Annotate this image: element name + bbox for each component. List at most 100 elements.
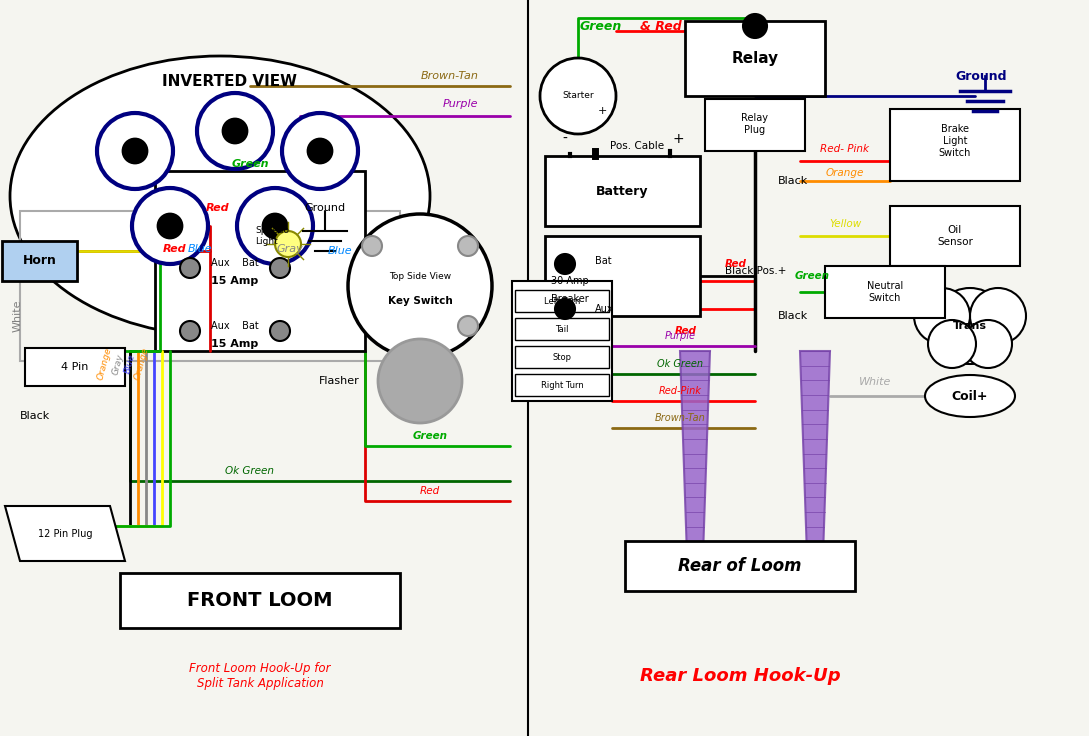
Text: +: + — [672, 132, 684, 146]
Text: Ground: Ground — [305, 203, 345, 213]
Text: FRONT LOOM: FRONT LOOM — [187, 592, 333, 610]
Circle shape — [237, 188, 313, 264]
Text: Ok Green: Ok Green — [225, 466, 274, 476]
Text: Rear of Loom: Rear of Loom — [678, 557, 802, 575]
Text: Key Switch: Key Switch — [388, 296, 452, 306]
Text: Top Side View: Top Side View — [389, 272, 451, 280]
Text: -: - — [563, 132, 567, 146]
Text: Blue: Blue — [328, 246, 353, 256]
Circle shape — [964, 320, 1012, 368]
Circle shape — [378, 339, 462, 423]
Text: Stop: Stop — [552, 353, 572, 361]
Text: Speedo
Light: Speedo Light — [255, 226, 289, 246]
Text: Front Loom Hook-Up for
Split Tank Application: Front Loom Hook-Up for Split Tank Applic… — [189, 662, 331, 690]
Circle shape — [928, 320, 976, 368]
Circle shape — [555, 254, 575, 274]
Text: Brake
Light
Switch: Brake Light Switch — [939, 124, 971, 158]
Text: 15 Amp: 15 Amp — [211, 276, 258, 286]
Text: Rear Loom Hook-Up: Rear Loom Hook-Up — [639, 667, 841, 685]
Text: Black: Black — [20, 411, 50, 421]
Text: Right Turn: Right Turn — [540, 381, 584, 389]
FancyBboxPatch shape — [25, 348, 125, 386]
Text: Red: Red — [420, 486, 440, 496]
Text: Trans: Trans — [953, 321, 987, 331]
Text: Ok Green: Ok Green — [657, 359, 703, 369]
FancyBboxPatch shape — [515, 374, 609, 396]
Text: Red-Pink: Red-Pink — [659, 386, 701, 396]
Circle shape — [540, 58, 616, 134]
Circle shape — [264, 214, 287, 238]
FancyBboxPatch shape — [120, 573, 400, 628]
Text: Blue: Blue — [123, 353, 137, 375]
FancyBboxPatch shape — [825, 266, 945, 318]
FancyBboxPatch shape — [515, 318, 609, 340]
Text: Oil
Sensor: Oil Sensor — [937, 225, 972, 247]
Text: Red- Pink: Red- Pink — [820, 144, 869, 154]
Text: Gray: Gray — [277, 244, 304, 254]
Circle shape — [97, 113, 173, 189]
Text: Left Turn: Left Turn — [543, 297, 580, 305]
Circle shape — [743, 14, 767, 38]
Text: Black: Black — [778, 311, 808, 321]
Text: Coil+: Coil+ — [952, 389, 988, 403]
Circle shape — [270, 321, 290, 341]
FancyBboxPatch shape — [544, 156, 700, 226]
Circle shape — [932, 288, 1008, 364]
FancyBboxPatch shape — [515, 290, 609, 312]
Text: 12 Pin Plug: 12 Pin Plug — [38, 529, 93, 539]
Ellipse shape — [10, 56, 430, 336]
Polygon shape — [5, 506, 125, 561]
Text: 30 Amp: 30 Amp — [551, 276, 589, 286]
Text: Purple: Purple — [664, 331, 696, 341]
Text: Aux    Bat: Aux Bat — [211, 321, 259, 331]
Text: Red: Red — [206, 203, 230, 213]
Text: Bat: Bat — [595, 256, 612, 266]
Text: Ground: Ground — [955, 69, 1006, 82]
Text: Horn: Horn — [23, 255, 57, 267]
Circle shape — [458, 316, 478, 336]
Text: Orange: Orange — [96, 347, 113, 381]
Text: Orange: Orange — [133, 347, 150, 381]
Polygon shape — [800, 351, 830, 556]
Text: Flasher: Flasher — [319, 376, 360, 386]
Circle shape — [180, 321, 200, 341]
Text: Blue: Blue — [187, 244, 212, 254]
Circle shape — [197, 93, 273, 169]
FancyBboxPatch shape — [685, 21, 825, 96]
Polygon shape — [680, 351, 710, 556]
Circle shape — [180, 258, 200, 278]
Text: Aux    Bat: Aux Bat — [211, 258, 259, 268]
Text: Battery: Battery — [596, 185, 648, 197]
Text: Green: Green — [580, 19, 622, 32]
Text: INVERTED VIEW: INVERTED VIEW — [162, 74, 297, 88]
Text: Breaker: Breaker — [551, 294, 589, 304]
FancyBboxPatch shape — [515, 346, 609, 368]
FancyBboxPatch shape — [544, 236, 700, 316]
Text: Black Pos.+: Black Pos.+ — [725, 266, 786, 276]
Text: Aux: Aux — [595, 304, 613, 314]
Text: Green: Green — [795, 271, 830, 281]
FancyBboxPatch shape — [2, 241, 77, 281]
Text: 15 Amp: 15 Amp — [211, 339, 258, 349]
Text: Neutral
Switch: Neutral Switch — [867, 281, 903, 302]
Circle shape — [362, 236, 382, 256]
Circle shape — [282, 113, 358, 189]
Circle shape — [270, 258, 290, 278]
Circle shape — [458, 236, 478, 256]
Circle shape — [123, 139, 147, 163]
Circle shape — [276, 231, 301, 257]
Circle shape — [555, 299, 575, 319]
Text: 4 Pin: 4 Pin — [61, 362, 88, 372]
FancyBboxPatch shape — [155, 171, 365, 351]
FancyBboxPatch shape — [625, 541, 855, 591]
Circle shape — [348, 214, 492, 358]
FancyBboxPatch shape — [890, 206, 1020, 266]
Text: Pos. Cable: Pos. Cable — [610, 141, 664, 151]
Circle shape — [158, 214, 182, 238]
Text: Red: Red — [163, 244, 187, 254]
Circle shape — [914, 288, 970, 344]
Text: Green: Green — [413, 431, 448, 441]
Text: Purple: Purple — [442, 99, 478, 109]
Text: Gray: Gray — [111, 353, 125, 375]
Text: Red: Red — [725, 259, 747, 269]
